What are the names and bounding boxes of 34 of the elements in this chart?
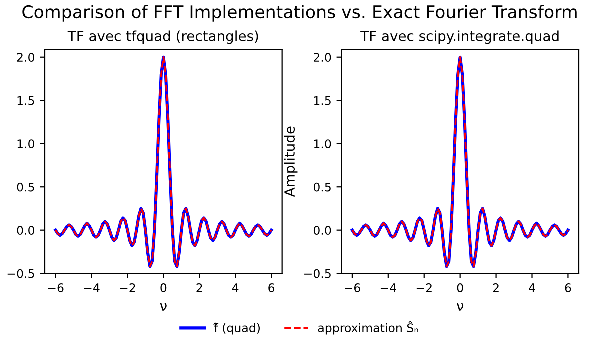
x-tick-label: 4 bbox=[529, 284, 536, 292]
chart-title: TF avec tfquad (rectangles) bbox=[68, 30, 258, 44]
x-tick-label: −4 bbox=[84, 284, 100, 292]
chart-title: TF avec scipy.integrate.quad bbox=[360, 30, 559, 44]
y-tick-label: 0.5 bbox=[17, 182, 34, 192]
text: Comparison of FFT Implementations vs. Exact Fourier Transform bbox=[22, 5, 577, 22]
x-tick-label: 4 bbox=[232, 284, 239, 292]
x-tick-label: −2 bbox=[416, 284, 432, 292]
y-tick-label: 1.5 bbox=[314, 96, 331, 106]
y-tick-label: 1.0 bbox=[314, 140, 332, 149]
x-tick-label: 0 bbox=[457, 284, 464, 292]
y-tick-label: 2.0 bbox=[17, 53, 34, 62]
legend-label: f̂ (quad) bbox=[214, 322, 260, 335]
y-tick-label: 1.0 bbox=[18, 140, 34, 149]
legend-label: approximation Ŝₙ bbox=[318, 321, 418, 335]
x-axis-title: ν bbox=[160, 303, 167, 311]
x-tick-label: −6 bbox=[48, 284, 64, 292]
x-tick-label: −4 bbox=[380, 284, 396, 292]
y-tick-label: 0.0 bbox=[17, 226, 34, 236]
y-tick-label: 0.5 bbox=[314, 182, 331, 192]
x-axis-title: ν bbox=[456, 303, 464, 311]
y-tick-label: 1.5 bbox=[18, 96, 34, 106]
y-tick-label: −0.5 bbox=[8, 269, 34, 278]
x-tick-label: 2 bbox=[196, 284, 202, 292]
y-tick-label: 2.0 bbox=[314, 53, 332, 62]
x-tick-label: 6 bbox=[268, 284, 275, 292]
x-tick-label: 0 bbox=[160, 284, 167, 292]
x-tick-label: −2 bbox=[120, 284, 136, 292]
y-axis-title: Amplitude bbox=[284, 126, 298, 198]
x-tick-label: −6 bbox=[345, 284, 360, 292]
x-tick-label: 6 bbox=[565, 284, 572, 292]
y-tick-label: 0.0 bbox=[314, 226, 332, 236]
x-tick-label: 2 bbox=[493, 284, 499, 292]
y-tick-label: −0.5 bbox=[304, 269, 331, 278]
